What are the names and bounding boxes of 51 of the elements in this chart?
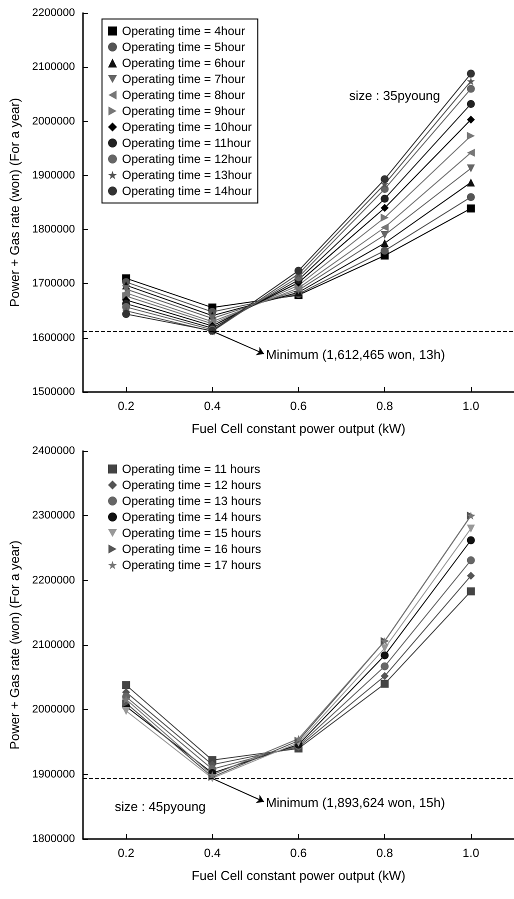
y-tick-label: 2100000 bbox=[32, 639, 75, 651]
y-tick-label: 2300000 bbox=[32, 510, 75, 522]
legend-label: Operating time = 17 hours bbox=[122, 558, 262, 572]
y-tick-label: 2200000 bbox=[32, 574, 75, 586]
legend-label: Operating time = 4hour bbox=[122, 24, 246, 38]
y-tick-label: 1900000 bbox=[32, 768, 75, 780]
y-tick-label: 1900000 bbox=[32, 169, 75, 182]
x-tick-label: 0.6 bbox=[290, 399, 308, 413]
y-tick-label: 2000000 bbox=[32, 704, 75, 716]
legend-label: Operating time = 11 hours bbox=[122, 462, 260, 476]
x-tick-label: 0.2 bbox=[118, 399, 135, 413]
x-tick-label: 0.2 bbox=[118, 846, 135, 860]
y-tick-label: 2400000 bbox=[32, 445, 75, 457]
y-tick-label: 1500000 bbox=[32, 386, 75, 398]
x-tick-label: 0.4 bbox=[204, 846, 221, 860]
legend-label: Operating time = 8hour bbox=[122, 88, 246, 102]
legend-label: Operating time = 10hour bbox=[122, 120, 252, 134]
x-tick-label: 1.0 bbox=[462, 399, 480, 413]
y-axis-title: Power + Gas rate (won) (For a year) bbox=[7, 98, 22, 308]
legend-label: Operating time = 12hour bbox=[122, 152, 252, 166]
annotation: Minimum (1,893,624 won, 15h) bbox=[266, 795, 446, 810]
y-tick-label: 1600000 bbox=[32, 332, 75, 344]
legend-label: Operating time = 7hour bbox=[122, 72, 246, 86]
legend-label: Operating time = 16 hours bbox=[122, 542, 262, 556]
legend-label: Operating time = 13hour bbox=[122, 168, 252, 182]
x-tick-label: 0.8 bbox=[376, 399, 394, 413]
x-tick-label: 1.0 bbox=[462, 846, 480, 860]
legend-label: Operating time = 9hour bbox=[122, 104, 246, 118]
y-tick-label: 2100000 bbox=[32, 61, 75, 74]
legend-label: Operating time = 6hour bbox=[122, 56, 246, 70]
annotation: Minimum (1,612,465 won, 13h) bbox=[266, 347, 446, 362]
legend-label: Operating time = 5hour bbox=[122, 40, 246, 54]
legend-label: Operating time = 13 hours bbox=[122, 494, 262, 508]
x-axis-title: Fuel Cell constant power output (kW) bbox=[192, 868, 406, 883]
legend-label: Operating time = 15 hours bbox=[122, 526, 262, 540]
y-tick-label: 1700000 bbox=[32, 278, 75, 290]
x-tick-label: 0.6 bbox=[290, 846, 308, 860]
y-tick-label: 2000000 bbox=[32, 115, 75, 128]
legend-label: Operating time = 12 hours bbox=[122, 478, 262, 492]
y-axis-title: Power + Gas rate (won) (For a year) bbox=[7, 540, 22, 750]
annotation: size : 45pyoung bbox=[114, 799, 206, 814]
legend-label: Operating time = 14hour bbox=[122, 184, 252, 198]
y-tick-label: 1800000 bbox=[32, 224, 75, 236]
legend-label: Operating time = 14 hours bbox=[122, 510, 262, 524]
x-tick-label: 0.4 bbox=[204, 399, 221, 413]
legend-label: Operating time = 11hour bbox=[122, 136, 251, 150]
y-tick-label: 2200000 bbox=[32, 7, 75, 19]
y-tick-label: 1800000 bbox=[32, 833, 75, 845]
x-tick-label: 0.8 bbox=[376, 846, 394, 860]
x-axis-title: Fuel Cell constant power output (kW) bbox=[192, 421, 406, 436]
annotation: size : 35pyoung bbox=[349, 88, 440, 103]
